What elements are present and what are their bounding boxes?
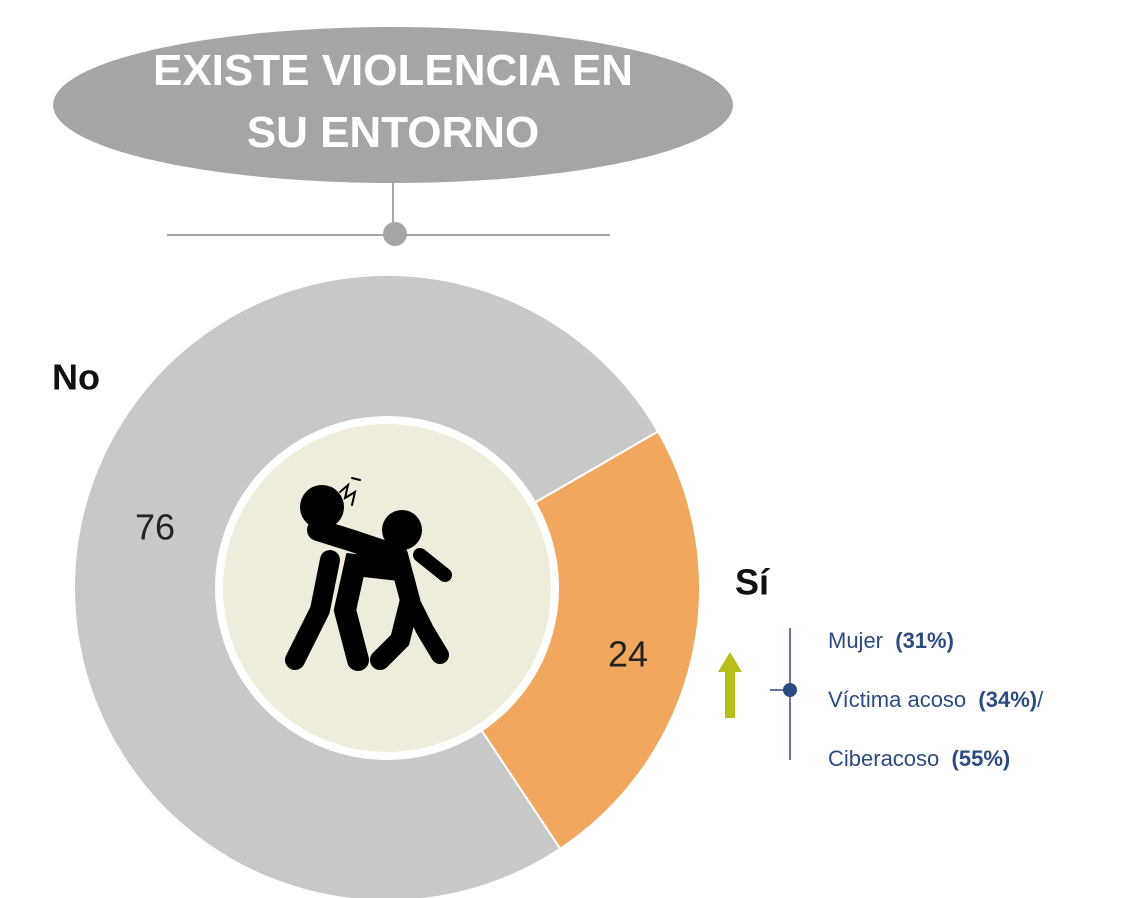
category-label: Sí xyxy=(735,562,770,603)
note-label: Víctima acoso xyxy=(828,687,967,712)
bracket-dot xyxy=(783,683,797,697)
note-value: (55%) xyxy=(951,746,1011,771)
fight-icon xyxy=(285,477,452,671)
note: Ciberacoso (55%) xyxy=(828,746,1010,772)
note-value: (31%) xyxy=(895,628,954,653)
note-label: Ciberacoso xyxy=(828,746,940,771)
inner-disc xyxy=(215,416,559,760)
note-suffix: / xyxy=(1037,687,1044,712)
note-value: (34%) xyxy=(978,687,1038,712)
value-label: 24 xyxy=(608,634,648,675)
category-label: No xyxy=(52,357,100,398)
value-label: 76 xyxy=(135,507,175,548)
note: Víctima acoso (34%)/ xyxy=(828,687,1043,713)
chart-title: EXISTE VIOLENCIA EN SU ENTORNO xyxy=(152,46,633,157)
note-label: Mujer xyxy=(828,628,884,653)
title-bubble xyxy=(53,27,733,183)
connector-dot xyxy=(383,222,407,246)
note: Mujer (31%) xyxy=(828,628,954,654)
up-arrow xyxy=(718,652,742,718)
